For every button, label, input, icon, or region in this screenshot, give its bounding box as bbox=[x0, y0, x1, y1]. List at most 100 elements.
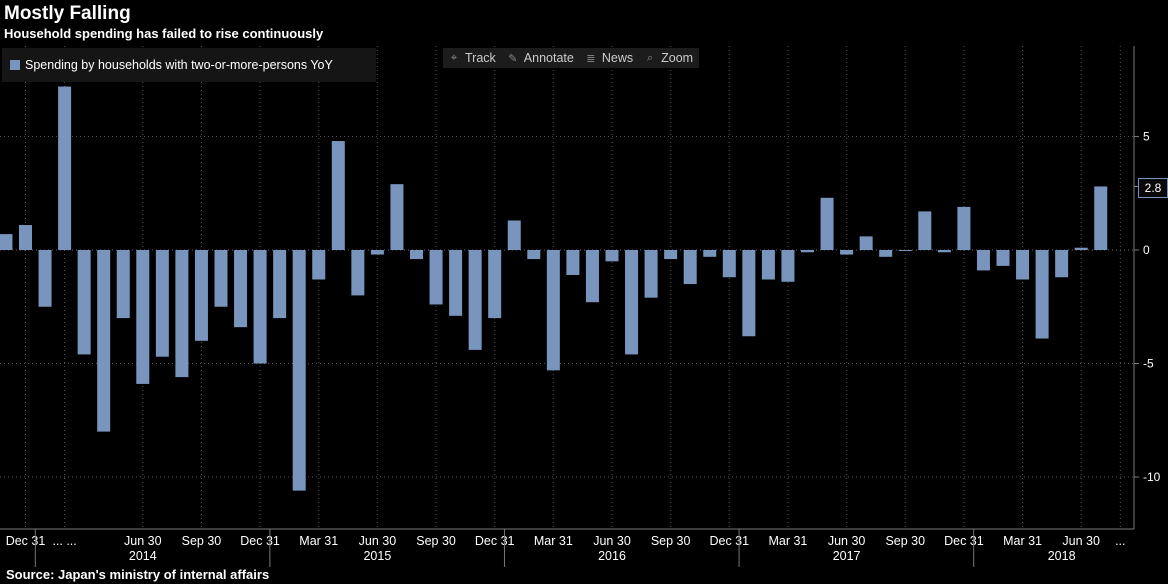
crosshair-icon: ⌖ bbox=[450, 51, 458, 64]
x-tick-label: Mar 31 bbox=[534, 534, 573, 548]
bar-2017-03 bbox=[781, 250, 795, 282]
bar-2018-05 bbox=[1055, 250, 1069, 278]
bar-2015-04 bbox=[331, 141, 345, 250]
y-tick-label: 5 bbox=[1143, 130, 1150, 144]
x-tick-label: Sep 30 bbox=[885, 534, 925, 548]
bar-2015-11 bbox=[468, 250, 482, 350]
bar-2014-07 bbox=[155, 250, 169, 357]
bar-2014-01 bbox=[38, 250, 52, 307]
bar-2017-04 bbox=[801, 250, 814, 253]
bar-2018-07 bbox=[1094, 186, 1108, 250]
bar-2014-09 bbox=[194, 250, 208, 341]
bar-2016-02 bbox=[527, 250, 541, 260]
bar-2017-12 bbox=[957, 206, 971, 250]
x-tick-label: Mar 31 bbox=[1003, 534, 1042, 548]
bar-2014-03 bbox=[77, 250, 91, 355]
bar-2017-07 bbox=[859, 236, 873, 250]
bar-2015-06 bbox=[370, 250, 384, 255]
x-tick-label: Sep 30 bbox=[416, 534, 456, 548]
chart-title: Mostly Falling bbox=[4, 3, 131, 24]
bar-2015-07 bbox=[390, 184, 404, 250]
y-tick-label: -10 bbox=[1143, 470, 1161, 484]
bar-2014-05 bbox=[116, 250, 130, 319]
bar-2017-05 bbox=[820, 197, 834, 250]
bar-2016-07 bbox=[625, 250, 639, 355]
bar-2016-11 bbox=[703, 250, 717, 257]
last-value-tag: 2.8 bbox=[1138, 178, 1168, 198]
news-button[interactable]: ≣ News bbox=[580, 48, 639, 68]
x-tick-label: Dec 31 bbox=[6, 534, 46, 548]
x-tick-label: Jun 30 bbox=[124, 534, 162, 548]
x-tick-label: Mar 31 bbox=[299, 534, 338, 548]
bar-2017-06 bbox=[840, 250, 854, 255]
track-button[interactable]: ⌖ Track bbox=[443, 48, 502, 68]
annotate-button[interactable]: ✎ Annotate bbox=[502, 48, 580, 68]
bar-2016-01 bbox=[507, 220, 521, 250]
bar-2013-12 bbox=[19, 225, 32, 250]
zoom-label: Zoom bbox=[661, 51, 694, 65]
bar-2015-03 bbox=[312, 250, 326, 280]
x-tick-label: Jun 30 bbox=[828, 534, 866, 548]
x-tick-label: Dec 31 bbox=[240, 534, 280, 548]
x-tick-label: Mar 31 bbox=[768, 534, 807, 548]
bar-2016-06 bbox=[605, 250, 619, 262]
bar-2018-01 bbox=[976, 250, 990, 271]
pencil-icon: ✎ bbox=[508, 52, 518, 65]
x-tick-label: Jun 30 bbox=[593, 534, 631, 548]
bar-2014-12 bbox=[253, 250, 267, 364]
year-label: 2015 bbox=[363, 549, 391, 563]
y-tick-label: -5 bbox=[1143, 357, 1154, 371]
bar-2017-10 bbox=[918, 211, 932, 250]
bar-2014-11 bbox=[234, 250, 248, 328]
bar-2017-11 bbox=[937, 250, 951, 253]
bar-2018-02 bbox=[996, 250, 1010, 266]
bar-2016-12 bbox=[722, 250, 736, 278]
annotate-label: Annotate bbox=[523, 51, 574, 65]
year-label: 2017 bbox=[833, 549, 861, 563]
bar-2014-10 bbox=[214, 250, 228, 307]
bar-2016-08 bbox=[644, 250, 658, 298]
bar-2016-03 bbox=[546, 250, 560, 371]
news-label: News bbox=[601, 51, 634, 65]
x-tick-label: ... ... bbox=[52, 534, 76, 548]
bar-2013-11 bbox=[0, 234, 13, 250]
x-tick-label: Dec 31 bbox=[944, 534, 984, 548]
bar-2015-05 bbox=[351, 250, 365, 296]
magnifier-icon: ⌕ bbox=[647, 51, 654, 64]
bar-2016-04 bbox=[566, 250, 580, 275]
year-label: 2014 bbox=[129, 549, 157, 563]
bar-2017-02 bbox=[761, 250, 775, 280]
x-tick-label: Dec 31 bbox=[475, 534, 515, 548]
bar-2015-01 bbox=[273, 250, 287, 319]
track-label: Track bbox=[465, 51, 496, 65]
bar-2015-10 bbox=[449, 250, 463, 316]
bar-2015-09 bbox=[429, 250, 443, 305]
bar-2014-06 bbox=[136, 250, 150, 384]
bar-2018-06 bbox=[1074, 247, 1088, 250]
bar-2016-10 bbox=[683, 250, 697, 285]
bar-2014-08 bbox=[175, 250, 189, 378]
y-tick-label: 0 bbox=[1143, 243, 1150, 257]
bar-2014-02 bbox=[58, 86, 72, 250]
bar-2017-01 bbox=[742, 250, 756, 337]
bar-2015-02 bbox=[292, 250, 306, 491]
bar-2018-04 bbox=[1035, 250, 1049, 339]
chart-toolbar: ⌖ Track ✎ Annotate ≣ News ⌕ Zoom bbox=[443, 48, 700, 68]
news-icon: ≣ bbox=[586, 52, 596, 65]
bar-2016-05 bbox=[585, 250, 599, 303]
x-tick-label: Dec 31 bbox=[709, 534, 749, 548]
bar-2017-09 bbox=[898, 250, 912, 251]
x-tick-label: Sep 30 bbox=[182, 534, 222, 548]
year-label: 2016 bbox=[598, 549, 626, 563]
legend[interactable]: Spending by households with two-or-more-… bbox=[2, 48, 376, 82]
bar-2014-04 bbox=[97, 250, 111, 432]
x-tick-label: ... bbox=[1115, 534, 1125, 548]
bar-2016-09 bbox=[664, 250, 678, 260]
zoom-button[interactable]: ⌕ Zoom bbox=[639, 48, 699, 68]
legend-label: Spending by households with two-or-more-… bbox=[25, 58, 333, 72]
legend-swatch bbox=[10, 60, 20, 70]
chart-subtitle: Household spending has failed to rise co… bbox=[4, 26, 324, 41]
x-tick-label: Jun 30 bbox=[359, 534, 397, 548]
source-note: Source: Japan's ministry of internal aff… bbox=[6, 567, 270, 582]
